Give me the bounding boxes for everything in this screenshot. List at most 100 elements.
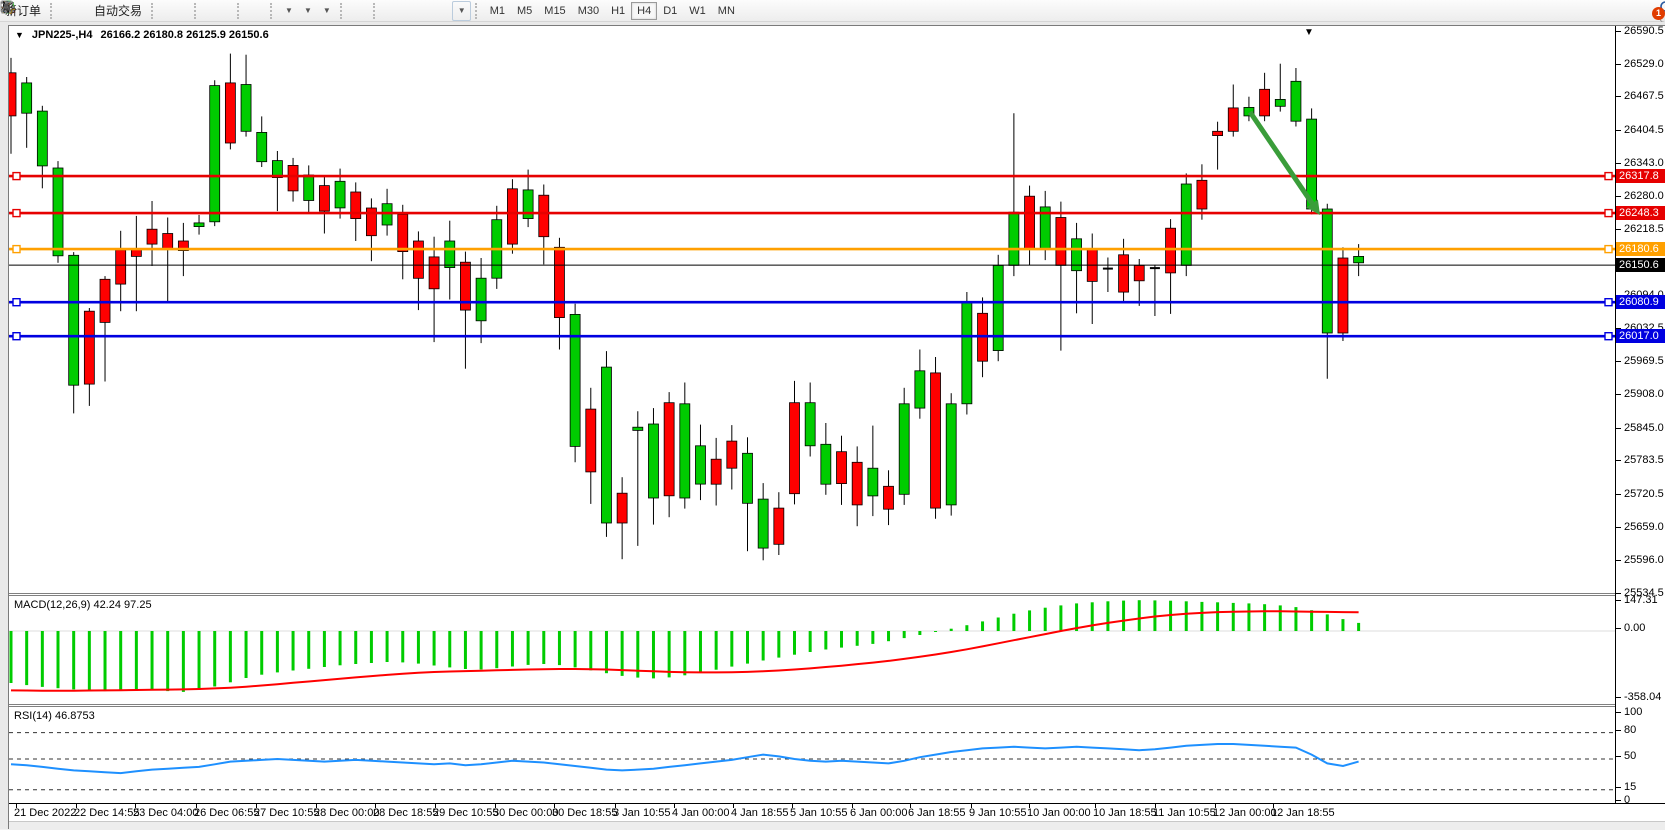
- time-label: 30 Dec 00:00: [493, 807, 559, 819]
- vertical-line-button[interactable]: [5, 1, 392, 21]
- time-tick: [674, 804, 675, 808]
- chart-shift-marker[interactable]: ▼: [1304, 27, 1314, 38]
- candlestick-button[interactable]: [2, 1, 180, 21]
- price-tick-label: 26343.0: [1624, 157, 1664, 169]
- auto-scroll-button[interactable]: [1, 1, 256, 21]
- price-axis[interactable]: 26590.5 26529.0 26467.5 26404.5 26343.0 26280…: [1615, 25, 1665, 806]
- svg-text:T: T: [4, 3, 10, 14]
- chart-shift-button[interactable]: [1, 1, 266, 21]
- templates-button[interactable]: ▼: [0, 1, 336, 21]
- timeframe-m5[interactable]: M5: [517, 4, 533, 17]
- charts-profile-button[interactable]: [1, 1, 69, 21]
- axis-tick: [1616, 361, 1621, 362]
- search-icon[interactable]: [1659, 0, 1665, 16]
- crosshair-button[interactable]: [1, 1, 369, 21]
- price-tick-label: 26590.5: [1624, 25, 1664, 37]
- time-axis[interactable]: 21 Dec 2022 22 Dec 14:55 23 Dec 04:00 26 De…: [9, 803, 1665, 821]
- autotrading-label: 自动交易: [94, 4, 143, 18]
- toolbar-grip: [372, 2, 378, 19]
- navigator-button[interactable]: [1, 0, 89, 21]
- price-tick-label: 25720.5: [1624, 488, 1664, 500]
- tile-windows-button[interactable]: [1, 1, 233, 21]
- axis-tick: [1616, 428, 1621, 429]
- zoom-out-button[interactable]: [1, 1, 223, 21]
- hline-price-label: 26017.0: [1616, 329, 1665, 343]
- zoom-in-button[interactable]: [1, 1, 213, 21]
- bar-chart-button[interactable]: [2, 1, 170, 21]
- chevron-down-icon: ▼: [457, 6, 466, 15]
- time-label: 10 Jan 18:55: [1093, 807, 1157, 819]
- status-strip: [9, 821, 1665, 830]
- macd-tick-label: -358.04: [1624, 691, 1662, 703]
- time-label: 28 Dec 00:00: [314, 807, 380, 819]
- text-button[interactable]: A: [2, 0, 442, 21]
- time-label: 5 Jan 10:55: [790, 807, 848, 819]
- toolbar-grip: [194, 2, 199, 19]
- text-label-icon: T: [0, 1, 14, 14]
- timeframe-m1[interactable]: M1: [489, 4, 505, 17]
- hline-price-label: 26180.6: [1616, 242, 1665, 256]
- price-tick-label: 25659.0: [1624, 521, 1664, 533]
- time-tick: [852, 804, 853, 808]
- hline-price-label: 26248.3: [1616, 206, 1665, 220]
- time-tick: [256, 804, 257, 808]
- timeframe-h4[interactable]: H4: [631, 1, 658, 20]
- time-tick: [1029, 804, 1030, 808]
- toolbar-grip: [151, 2, 156, 19]
- toolbar-grip: [270, 2, 275, 19]
- axis-tick: [1616, 31, 1621, 32]
- time-label: 4 Jan 18:55: [731, 807, 789, 819]
- macd-panel[interactable]: MACD(12,26,9) 42.24 97.25: [9, 593, 1615, 704]
- time-tick: [316, 804, 317, 808]
- main-toolbar: 新订单 自动交易 ▼ ▼: [0, 0, 1665, 26]
- timeframe-m15[interactable]: M15: [544, 4, 566, 17]
- horizontal-line-button[interactable]: [1, 1, 402, 21]
- time-tick: [1155, 804, 1156, 808]
- time-tick: [196, 804, 197, 808]
- time-tick: [733, 804, 734, 808]
- axis-tick: [1616, 756, 1621, 757]
- time-label: 12 Jan 00:00: [1213, 807, 1277, 819]
- periods-button[interactable]: ▼: [1, 1, 317, 21]
- axis-tick: [1616, 130, 1621, 131]
- trendline-button[interactable]: [1, 1, 412, 21]
- fibonacci-icon: F: [1, 2, 16, 14]
- axis-tick: [1616, 394, 1621, 395]
- axis-tick: [1616, 494, 1621, 495]
- chart-title-arrow-icon[interactable]: ▼: [15, 30, 24, 40]
- timeframe-h1[interactable]: H1: [611, 4, 626, 17]
- text-label-button[interactable]: T: [0, 1, 452, 21]
- equidistant-channel-button[interactable]: E: [0, 1, 422, 21]
- chevron-down-icon: ▼: [303, 6, 312, 15]
- chart-title: ▼ JPN225-,H4 26166.2 26180.8 26125.9 261…: [15, 29, 269, 41]
- time-label: 21 Dec 2022: [14, 807, 77, 819]
- price-tick-label: 26280.0: [1624, 190, 1664, 202]
- time-tick: [76, 804, 77, 808]
- time-label: 27 Dec 10:55: [254, 807, 320, 819]
- main-chart-area[interactable]: [9, 26, 1615, 593]
- timeframe-mn[interactable]: MN: [717, 4, 735, 17]
- timeframe-w1[interactable]: W1: [689, 4, 706, 17]
- autotrading-button[interactable]: 自动交易: [1, 1, 147, 21]
- indicators-button[interactable]: ▼: [0, 1, 298, 21]
- time-label: 9 Jan 10:55: [969, 807, 1027, 819]
- timeframe-d1[interactable]: D1: [663, 4, 678, 17]
- rsi-label: RSI(14) 46.8753: [14, 710, 95, 722]
- arrows-button[interactable]: ▼: [2, 0, 471, 21]
- axis-tick: [1616, 697, 1621, 698]
- rsi-panel[interactable]: RSI(14) 46.8753: [9, 704, 1615, 803]
- axis-tick: [1616, 560, 1621, 561]
- market-watch-button[interactable]: [1, 1, 79, 21]
- cursor-button[interactable]: [3, 1, 359, 21]
- trendline-icon: [1, 1, 14, 13]
- time-tick: [1095, 804, 1096, 808]
- fibonacci-button[interactable]: F: [1, 1, 432, 21]
- line-chart-button[interactable]: [1, 1, 190, 21]
- macd-chart: [9, 600, 1615, 692]
- rsi-tick-label: 0: [1624, 794, 1631, 806]
- axis-tick: [1616, 196, 1621, 197]
- macd-tick-label: 0.00: [1624, 622, 1646, 634]
- chart-symbol-period: JPN225-,H4: [31, 29, 93, 41]
- timeframe-m30[interactable]: M30: [577, 4, 600, 17]
- time-tick: [16, 804, 17, 808]
